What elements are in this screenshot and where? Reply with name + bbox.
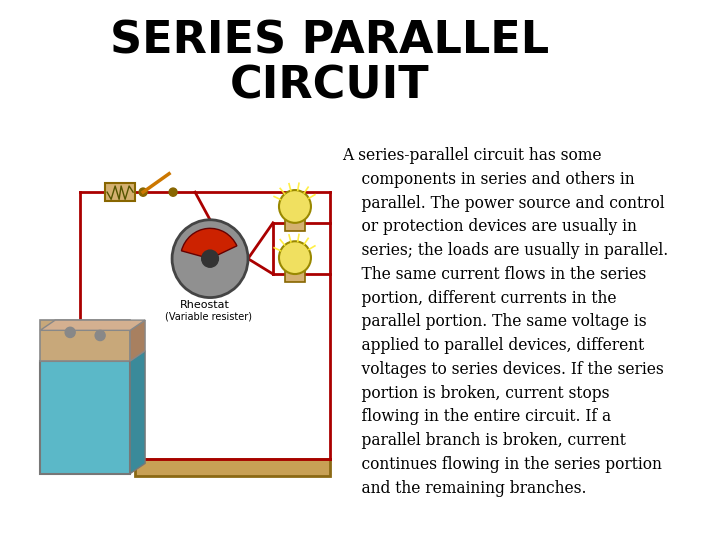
Bar [285, 268, 305, 282]
Bar [105, 183, 135, 201]
Text: Rheostat: Rheostat [180, 300, 230, 309]
Polygon shape [40, 320, 145, 330]
Circle shape [95, 330, 105, 341]
Text: A series-parallel circuit has some
    components in series and others in
    pa: A series-parallel circuit has some compo… [342, 147, 668, 497]
Bar [285, 217, 305, 231]
Circle shape [279, 190, 311, 223]
FancyBboxPatch shape [40, 320, 130, 361]
Polygon shape [130, 351, 145, 474]
Circle shape [139, 188, 147, 196]
Circle shape [66, 327, 75, 338]
Text: (Variable resister): (Variable resister) [165, 312, 252, 322]
FancyBboxPatch shape [40, 361, 130, 474]
Circle shape [202, 250, 218, 267]
Text: SERIES PARALLEL
CIRCUIT: SERIES PARALLEL CIRCUIT [110, 20, 549, 107]
Circle shape [279, 241, 311, 274]
Circle shape [169, 188, 177, 196]
Bar [135, 460, 330, 476]
Wedge shape [181, 228, 237, 259]
Polygon shape [130, 320, 145, 361]
Circle shape [172, 220, 248, 298]
